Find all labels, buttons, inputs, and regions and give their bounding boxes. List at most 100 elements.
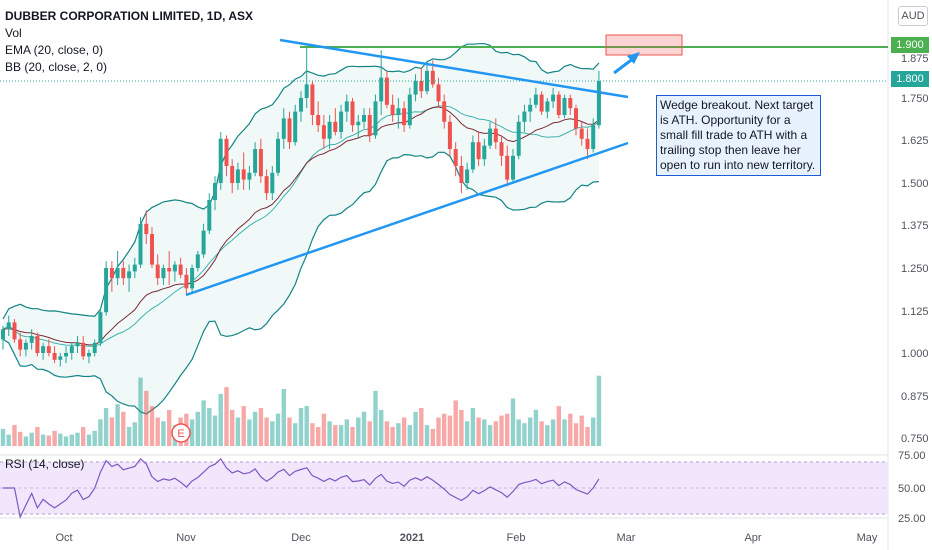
volume-bar [585,427,590,446]
volume-bar [103,408,109,446]
candle-body [92,342,97,353]
volume-bar [275,413,281,446]
wedge-lower-trendline [185,141,629,297]
volume-bar [361,411,367,446]
candle-body [562,98,567,115]
volume-bar [424,425,430,446]
candle-body [453,149,458,166]
candle-body [144,223,149,234]
volume-bar [98,419,103,446]
candle-body [390,104,395,115]
candle-body [476,142,481,160]
candle-body [121,268,126,279]
candle-body [127,271,132,279]
candle-body [596,81,601,126]
volume-bar [573,423,579,446]
price-tick-label: 1.000 [901,348,929,360]
candle-body [150,234,154,265]
volume-bar [63,436,69,446]
currency-button[interactable]: AUD [898,6,928,26]
candle-body [384,77,389,105]
volume-bar [189,419,195,446]
earnings-marker-icon [171,423,191,443]
bb-upper-line [2,42,600,320]
volume-bar [453,400,458,446]
volume-bar [132,422,137,447]
volume-bar [23,436,29,446]
target-zone-box [605,34,683,56]
candle-body [18,339,23,350]
volume-bar [258,408,264,446]
time-tick-label: Oct [55,532,72,544]
volume-bar [81,427,86,446]
volume-bar [470,408,476,446]
volume-bar [316,427,321,446]
candle-body [98,312,103,343]
candle-body [316,115,321,126]
candle-body [545,101,550,112]
volume-bar [207,408,212,446]
volume-bar [155,417,160,446]
candle-body [339,111,344,132]
volume-bar [367,421,372,446]
volume-bar [224,387,229,446]
candle-body [447,121,452,149]
wedge-upper-trendline [279,38,629,99]
candle-body [1,329,5,340]
volume-bar [0,428,6,446]
candle-body [29,336,34,343]
candle-body [488,128,493,146]
candle-body [379,77,384,102]
volume-bar [109,417,115,446]
volume-bar [144,390,149,446]
volume-bar [419,408,424,446]
price-tick-label: 0.875 [901,391,929,403]
price-tick-label: 1.625 [901,135,929,147]
candle-body [362,115,366,122]
candle-body [482,145,487,160]
volume-bar [126,427,132,446]
volume-bar [591,417,596,446]
candle-body [402,108,407,126]
volume-bar [235,417,241,446]
bb-lower-line [2,151,599,415]
candle-body [321,125,326,139]
candle-body [264,176,269,194]
candle-body [109,268,114,279]
volume-bar [539,421,544,446]
candle-body [436,84,441,102]
candle-body [350,101,355,126]
volume-bar [167,409,172,446]
volume-bar [516,419,521,446]
candle-body [155,264,160,279]
candle-body [551,94,556,102]
volume-bar [510,398,516,446]
candle-body [258,149,263,177]
volume-bar [69,434,74,446]
candle-body [64,353,68,357]
candle-body [591,125,596,149]
volume-bar [413,411,418,446]
rsi-tick-label: 75.00 [898,450,926,462]
candle-body [104,268,109,313]
price-tick-label: 1.750 [901,93,929,105]
volume-bar [350,427,355,446]
legend-ema: EMA (20, close, 0) [5,43,104,57]
breakout-arrow-shaft [613,56,635,75]
candle-body [230,166,235,183]
candle-body [413,81,418,95]
candle-body [52,353,57,360]
candle-body [442,101,447,122]
volume-bar [52,430,57,446]
volume-bar [459,409,464,446]
volume-bar [476,417,481,446]
price-tick-label: 1.125 [901,306,929,318]
volume-bar [493,421,498,446]
candle-body [87,353,91,357]
candle-body [218,138,223,183]
annotation-note[interactable]: Wedge breakout. Next target is ATH. Oppo… [656,95,821,176]
volume-bar [464,421,470,446]
candle-body [12,322,17,340]
volume-bar [384,421,390,446]
